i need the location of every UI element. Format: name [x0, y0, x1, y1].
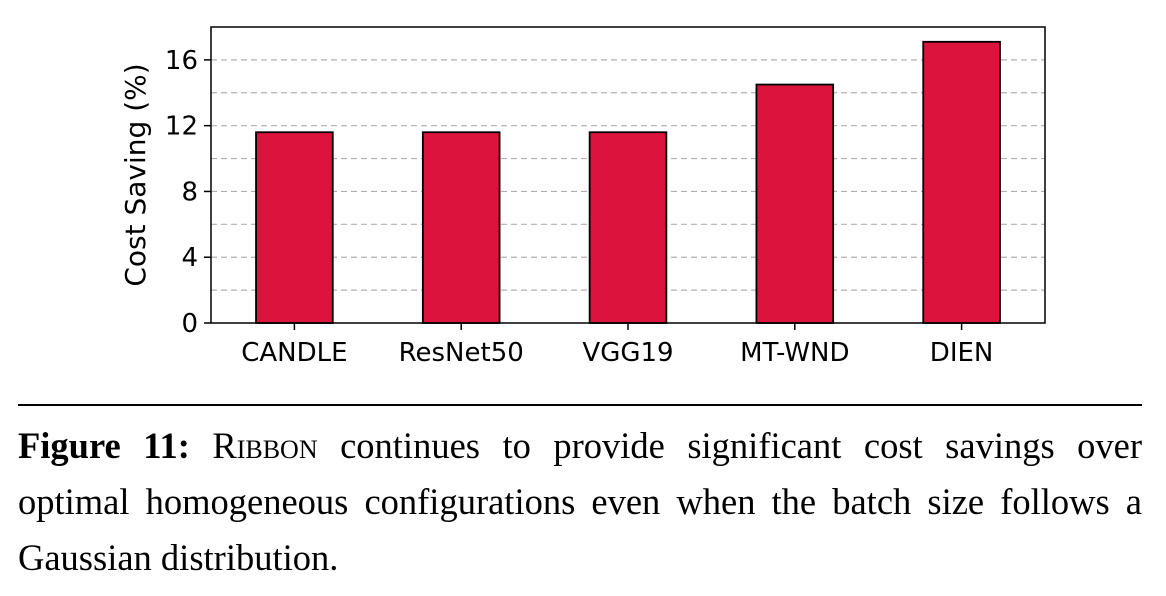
x-tick-label: ResNet50	[399, 338, 524, 368]
y-axis-title: Cost Saving (%)	[119, 63, 152, 286]
y-tick-label: 4	[181, 243, 198, 273]
y-tick-label: 12	[165, 112, 198, 142]
y-tick-label: 0	[181, 309, 198, 339]
system-name: Ribbon	[212, 425, 318, 466]
x-tick-label: CANDLE	[241, 338, 347, 368]
figure-caption: Figure 11: Ribbon continues to provide s…	[18, 418, 1142, 586]
bar	[922, 40, 1001, 324]
x-tick-label: VGG19	[582, 338, 673, 368]
y-tick-label: 8	[181, 177, 198, 207]
bar	[421, 131, 501, 324]
figure-label: Figure 11:	[18, 425, 190, 466]
grid-lines	[211, 59, 1045, 291]
bar-chart: 0 4 8 12 16 CANDLE ResNet50 VGG19 MT-WND DIEN Co…	[119, 26, 1046, 368]
bar	[755, 83, 835, 324]
y-axis: 0 4 8 12 16	[165, 46, 211, 339]
caption-divider	[18, 404, 1142, 406]
caption-text: continues to provide significant cost sa…	[18, 425, 1143, 578]
x-tick-label: MT-WND	[740, 338, 849, 368]
y-tick-label: 16	[165, 46, 198, 76]
bar	[255, 131, 334, 324]
x-tick-label: DIEN	[930, 338, 994, 368]
x-axis: CANDLE ResNet50 VGG19 MT-WND DIEN	[241, 323, 993, 368]
bar	[588, 131, 668, 324]
bars	[255, 40, 1001, 324]
